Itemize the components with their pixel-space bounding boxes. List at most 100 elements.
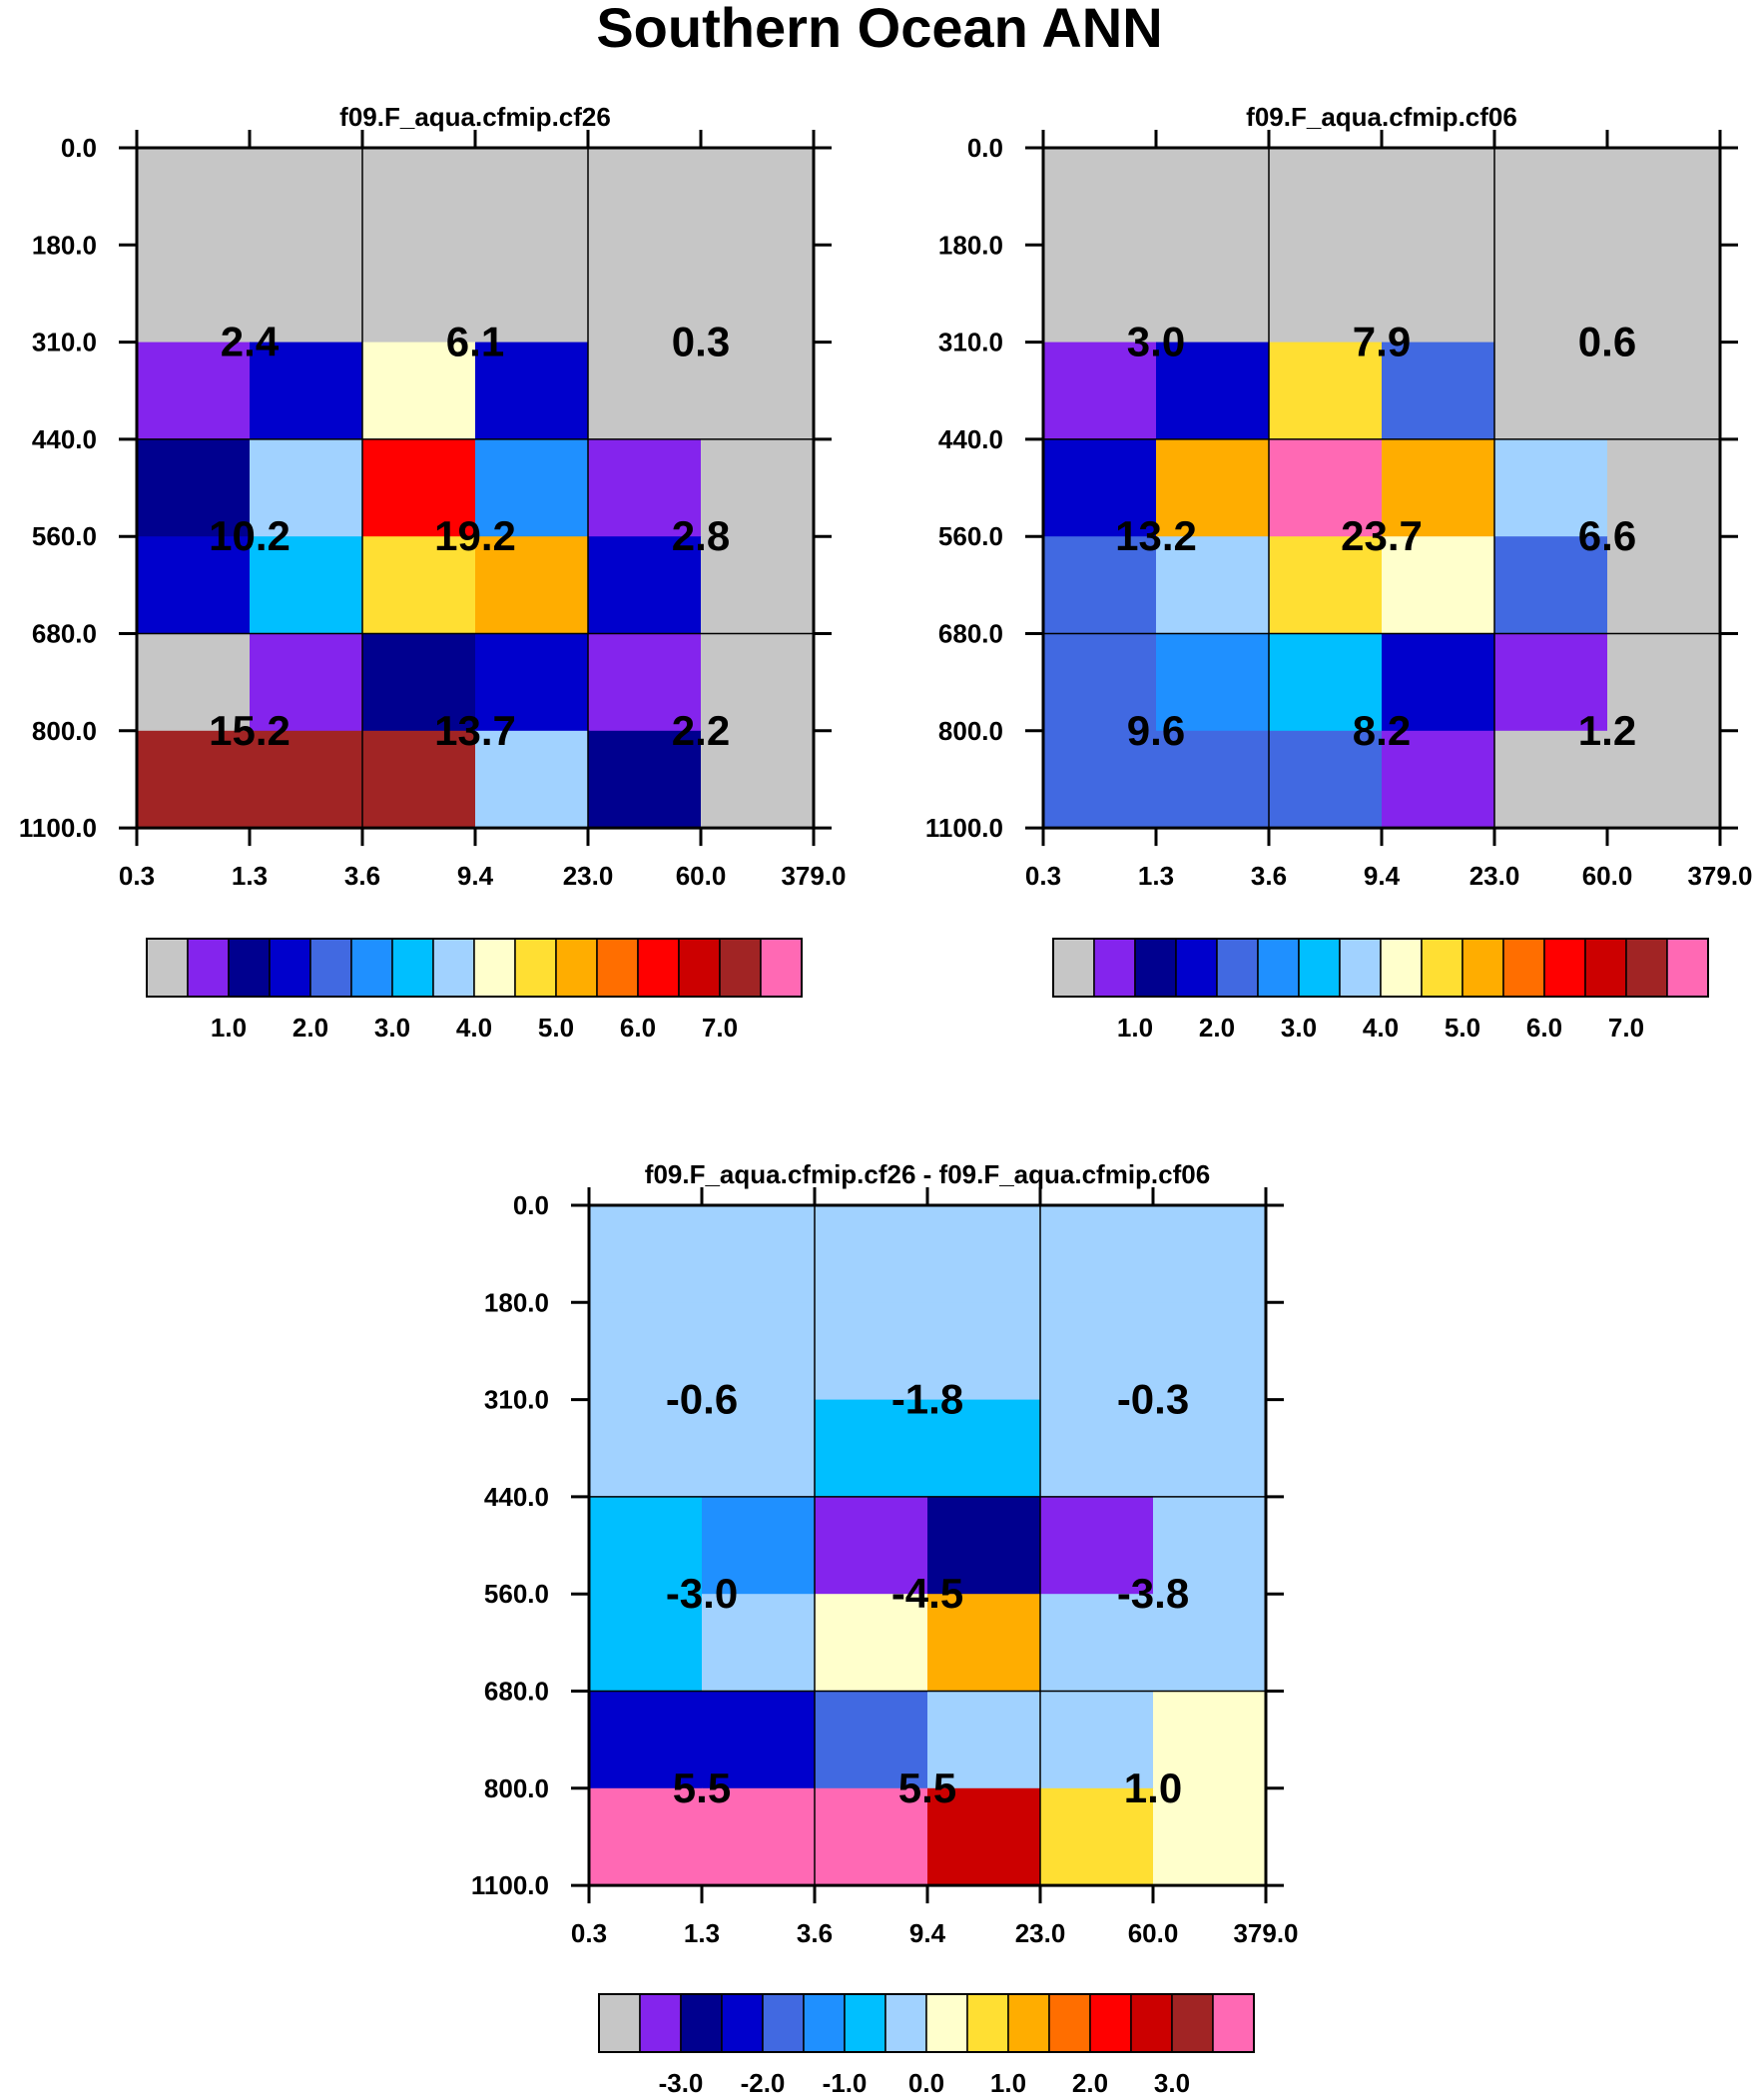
x-tick-label: 60.0 [1582,861,1633,891]
y-tick-label: 180.0 [938,230,1003,260]
block-value-label: 13.7 [434,707,516,754]
heatmap-cell [1040,1205,1154,1303]
heatmap-cell [362,342,476,440]
heatmap-cell [588,148,702,246]
heatmap-cell [1269,730,1383,829]
panel-1: f09.F_aqua.cfmip.cf26 0.0 180.0 310.0 440.0 5… [19,102,847,1043]
block-value-label: 23.7 [1341,512,1423,559]
colorbar-swatch [721,1993,764,2053]
block-value-label: 0.3 [672,319,730,365]
block-value-label: 7.9 [1353,319,1411,365]
y-tick-label: 310.0 [32,328,97,357]
colorbar-label: 4.0 [456,1013,492,1043]
block-value-label: -1.8 [891,1376,963,1423]
colorbar-swatch [187,938,230,998]
x-tick-label: 0.3 [119,861,155,891]
colorbar-swatch [639,1993,682,2053]
block-value-label: 1.0 [1124,1764,1182,1811]
heatmap-cell [815,1691,928,1789]
heatmap-cell [250,245,363,344]
heatmap-cell [250,438,363,537]
heatmap-cell [1494,148,1608,246]
colorbar-label: 6.0 [1526,1013,1562,1043]
heatmap-cell [1040,1496,1154,1595]
colorbar-swatch [1339,938,1382,998]
panels: f09.F_aqua.cfmip.cf26 0.0 180.0 310.0 440.0 5… [19,102,1753,2098]
heatmap-cell [1269,438,1383,537]
colorbar-swatch [719,938,762,998]
heatmap-cell [1153,1691,1267,1789]
colorbar-swatch [1007,1993,1050,2053]
colorbar-label: -1.0 [823,2068,868,2098]
panel-3: f09.F_aqua.cfmip.cf26 - f09.F_aqua.cfmip… [471,1159,1299,2098]
y-tick-label: 440.0 [938,424,1003,454]
heatmap-cell [701,148,815,246]
colorbar-label: 6.0 [620,1013,656,1043]
colorbar-swatch [514,938,557,998]
block-value-label: 3.0 [1127,319,1185,365]
colorbar-swatch [1052,938,1095,998]
x-tick-label: 0.3 [1025,861,1061,891]
heatmap-cell [1382,342,1495,440]
colorbar-swatch [473,938,516,998]
heatmap-cell [1494,730,1608,829]
colorbar-label: 7.0 [1608,1013,1644,1043]
heatmap-cell [1153,1787,1267,1886]
heatmap-cell [475,438,589,537]
x-tick-label: 1.3 [684,1918,720,1948]
x-tick-label: 23.0 [1015,1918,1066,1948]
colorbar-swatch [1089,1993,1132,2053]
x-tick-label: 0.3 [571,1918,607,1948]
heatmap-cell [1607,633,1721,732]
colorbar-swatch [1666,938,1709,998]
heatmap-cell [1156,633,1270,732]
colorbar-swatch [350,938,393,998]
y-tick-label: 1100.0 [925,813,1003,843]
colorbar-swatch [1421,938,1464,998]
block-value-label: -4.5 [891,1570,963,1617]
block-value-label: 5.5 [898,1764,956,1811]
heatmap-cell [1043,342,1157,440]
colorbar-swatch [762,1993,805,2053]
y-tick-label: 440.0 [484,1482,549,1512]
block-value-label: 9.6 [1127,707,1185,754]
y-tick-label: 0.0 [967,133,1003,163]
y-tick-label: 560.0 [938,521,1003,551]
block-value-label: -3.0 [666,1570,738,1617]
main-title: Southern Ocean ANN [596,0,1162,59]
heatmap-cell [1607,536,1721,635]
heatmap-cell [137,633,251,732]
colorbar-swatch [760,938,803,998]
x-tick-label: 379.0 [781,861,846,891]
heatmap-cell [1382,730,1495,829]
heatmap-cell [475,633,589,732]
colorbar-label: -2.0 [741,2068,786,2098]
heatmap-cell [927,1205,1041,1303]
colorbar-swatch [1216,938,1259,998]
heatmap-cell [1153,1302,1267,1401]
block-value-label: -0.3 [1117,1376,1189,1423]
heatmap-cell [701,245,815,344]
colorbar-swatch [1584,938,1627,998]
heatmap-cell [588,438,702,537]
heatmap-cell [1494,633,1608,732]
block-value-label: 5.5 [673,1764,731,1811]
heatmap-cell [250,536,363,635]
heatmap-cell [1382,536,1495,635]
block-value-label: 2.4 [221,319,280,365]
heatmap-cell [701,536,815,635]
panel-title: f09.F_aqua.cfmip.cf26 [339,102,611,132]
x-tick-label: 379.0 [1687,861,1752,891]
heatmap-cell [1043,730,1157,829]
block-value-label: 15.2 [209,707,291,754]
colorbar-swatch [1257,938,1300,998]
y-tick-label: 0.0 [513,1190,549,1220]
x-tick-label: 9.4 [909,1918,946,1948]
block-value-label: 19.2 [434,512,516,559]
heatmap-cell [1043,536,1157,635]
heatmap-cell [1382,438,1495,537]
heatmap-cell [589,1496,703,1595]
heatmap-cell [1156,148,1270,246]
heatmap-cell [1156,536,1270,635]
heatmap-cell [1269,633,1383,732]
